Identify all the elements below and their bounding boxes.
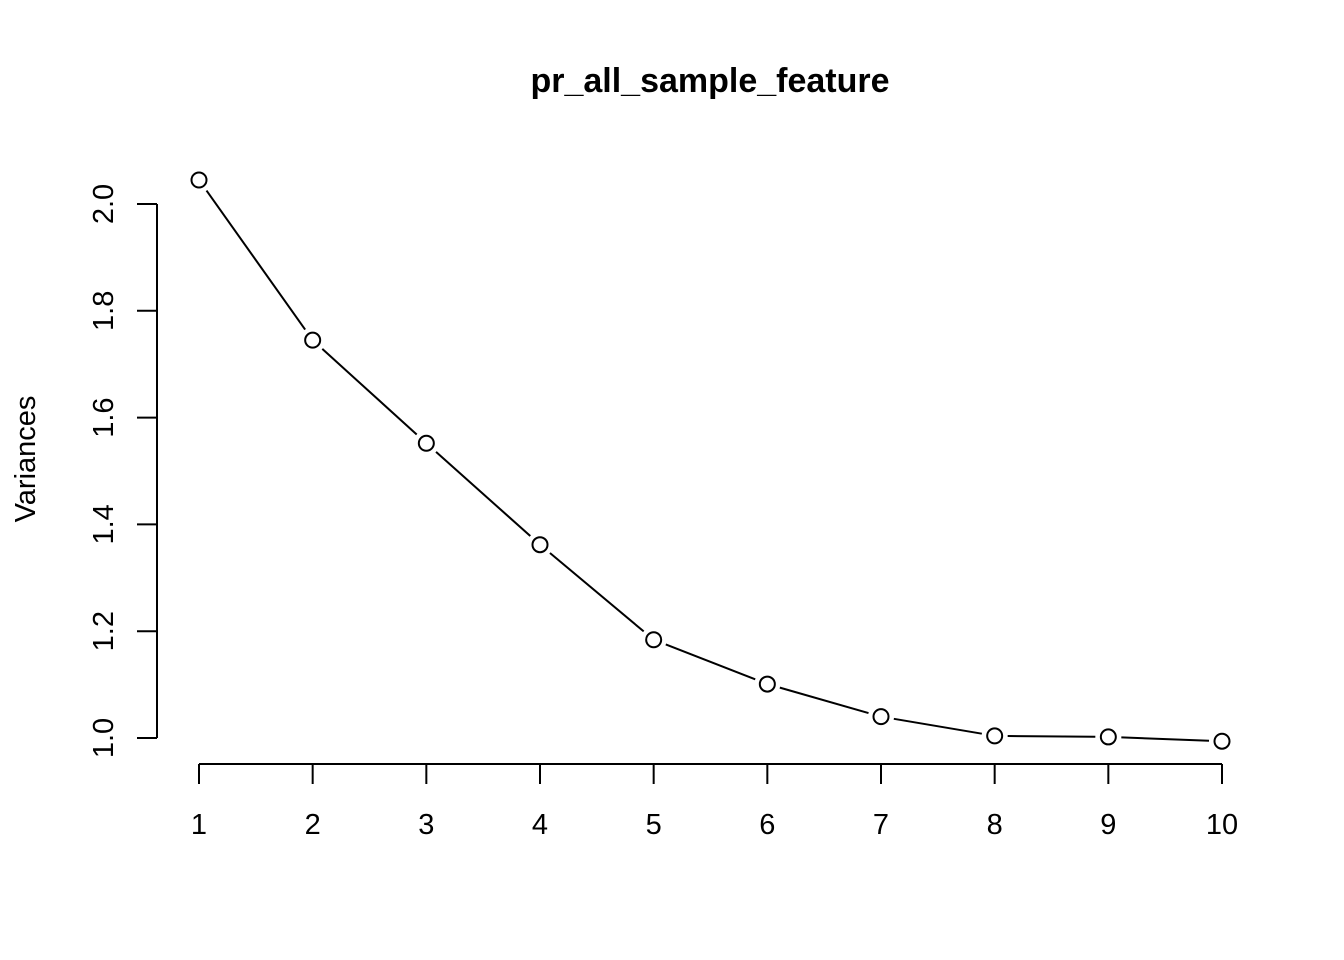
data-point — [190, 171, 208, 189]
data-point — [986, 727, 1004, 745]
series-line-segment — [435, 451, 531, 537]
x-tick-label: 10 — [1206, 809, 1238, 841]
series-line-segment — [665, 643, 756, 681]
chart-title: pr_all_sample_feature — [530, 62, 889, 100]
x-axis: 1 2 3 4 5 6 7 8 9 10 — [191, 763, 1238, 841]
y-axis-label: Variances — [10, 396, 42, 523]
series-line-segment — [549, 552, 645, 633]
data-point — [1099, 728, 1117, 746]
series-line-segment — [1121, 736, 1210, 742]
y-axis: 1.0 1.2 1.4 1.6 1.8 2.0 — [88, 184, 158, 758]
data-point — [417, 434, 435, 452]
x-tick-label: 6 — [759, 809, 775, 841]
x-tick-label: 1 — [191, 809, 207, 841]
series-line-segment — [779, 686, 869, 715]
x-tick-label: 9 — [1100, 809, 1116, 841]
y-tick-label: 2.0 — [88, 184, 120, 224]
x-tick-label: 8 — [987, 809, 1003, 841]
y-tick-label: 1.4 — [88, 504, 120, 544]
x-tick-label: 4 — [532, 809, 548, 841]
series-line-segment — [1007, 734, 1096, 738]
data-point — [531, 536, 549, 554]
y-tick-label: 1.0 — [88, 718, 120, 758]
data-point — [758, 675, 776, 693]
data-point — [304, 331, 322, 349]
y-tick-label: 1.2 — [88, 611, 120, 651]
x-tick-label: 2 — [305, 809, 321, 841]
series-layer — [190, 171, 1231, 750]
x-tick-label: 7 — [873, 809, 889, 841]
data-point — [872, 708, 890, 726]
data-point — [1213, 732, 1231, 750]
y-tick-label: 1.6 — [88, 397, 120, 437]
series-line-segment — [893, 717, 983, 735]
series-line-segment — [321, 348, 418, 436]
x-tick-label: 5 — [646, 809, 662, 841]
series-line-segment — [205, 189, 306, 331]
x-tick-label: 3 — [418, 809, 434, 841]
data-point — [645, 631, 663, 649]
y-tick-label: 1.8 — [88, 291, 120, 331]
